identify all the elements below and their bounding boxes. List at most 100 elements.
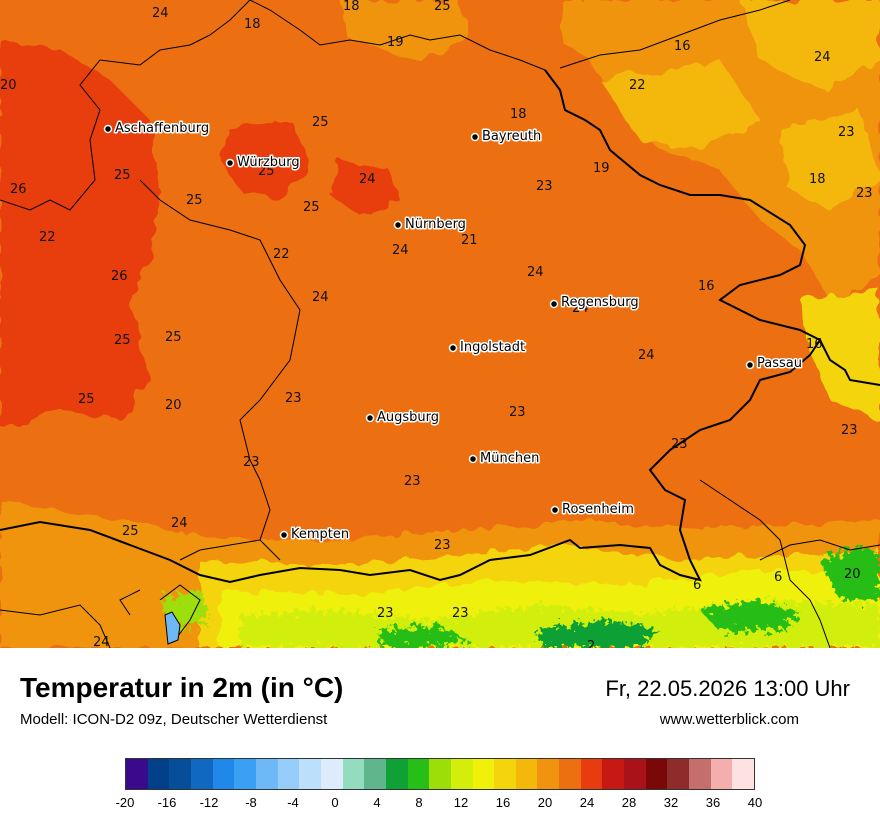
legend-swatch xyxy=(299,759,321,789)
city-marker-ingolstadt[interactable]: Ingolstadt xyxy=(448,339,527,357)
legend-swatch xyxy=(689,759,711,789)
temp-label: 16 xyxy=(698,279,715,294)
map-title: Temperatur in 2m (in °C) xyxy=(20,672,344,703)
legend-tick-label: 24 xyxy=(579,795,595,810)
legend-tick-label: 20 xyxy=(537,795,553,810)
legend-tick-label: -20 xyxy=(115,795,135,810)
temp-label: 23 xyxy=(536,179,553,194)
map-canvas: 24 18 18 25 19 16 24 20 22 18 23 25 25 1… xyxy=(0,0,880,648)
temp-field-26-center xyxy=(330,160,400,215)
color-legend xyxy=(125,758,755,790)
temp-label: 24 xyxy=(572,301,589,316)
temp-field-22-north xyxy=(340,0,470,60)
temp-label: 23 xyxy=(671,437,688,452)
temp-label: 20 xyxy=(165,398,182,413)
city-label: Würzburg xyxy=(237,155,300,170)
temp-field-20-ne-east xyxy=(780,110,880,210)
temp-label: 23 xyxy=(434,538,451,553)
legend-tick-label: 28 xyxy=(621,795,637,810)
temp-label: 20 xyxy=(0,78,17,93)
temp-label: 6 xyxy=(774,570,782,585)
temp-label: 16 xyxy=(674,39,691,54)
legend-swatch xyxy=(147,759,170,789)
city-dot xyxy=(549,299,559,309)
legend-swatch xyxy=(645,759,668,789)
color-legend-ticks: -20 -16 -12 -8 -4 0 4 8 12 16 20 24 28 32 36 40 xyxy=(116,795,763,815)
temp-label: 25 xyxy=(114,333,131,348)
city-marker-kempten[interactable]: Kempten xyxy=(279,526,351,544)
city-dot xyxy=(103,124,113,134)
legend-swatch xyxy=(385,759,408,789)
city-marker-passau[interactable]: Passau xyxy=(745,355,803,373)
temp-label: 25 xyxy=(78,392,95,407)
temp-field-20-ne xyxy=(600,60,760,150)
temperature-map: 24 18 18 25 19 16 24 20 22 18 23 25 25 1… xyxy=(0,0,880,648)
legend-swatch xyxy=(255,759,278,789)
temp-label: 19 xyxy=(593,161,610,176)
city-label: Kempten xyxy=(291,527,349,542)
legend-swatch xyxy=(602,759,625,789)
temp-label: 26 xyxy=(111,269,128,284)
temp-label: 23 xyxy=(841,423,858,438)
legend-swatch xyxy=(710,759,733,789)
legend-tick-label: 32 xyxy=(663,795,679,810)
city-marker-wuerzburg[interactable]: Würzburg xyxy=(225,154,301,172)
city-marker-muenchen[interactable]: München xyxy=(468,450,541,468)
legend-tick-label: 8 xyxy=(415,795,423,810)
legend-swatch xyxy=(732,759,755,789)
legend-swatch xyxy=(407,759,430,789)
legend-swatch xyxy=(667,759,690,789)
city-dot xyxy=(448,343,458,353)
city-label: Passau xyxy=(757,356,802,371)
legend-swatch xyxy=(169,759,191,789)
city-marker-bayreuth[interactable]: Bayreuth xyxy=(470,128,543,146)
legend-swatch xyxy=(342,759,365,789)
legend-swatch xyxy=(624,759,646,789)
forecast-datetime: Fr, 22.05.2026 13:00 Uhr xyxy=(605,676,850,701)
legend-tick-label: 0 xyxy=(331,795,339,810)
temp-label: 6 xyxy=(693,578,701,593)
temp-label: 20 xyxy=(844,567,861,582)
temp-label: 25 xyxy=(434,0,451,14)
temp-field-26-west xyxy=(0,40,160,430)
map-footer: Temperatur in 2m (in °C) Modell: ICON-D2… xyxy=(0,648,880,830)
temp-label: 23 xyxy=(243,455,260,470)
legend-tick-label: 36 xyxy=(705,795,721,810)
temp-field-10-peak-4 xyxy=(820,545,880,600)
legend-tick-label: -12 xyxy=(199,795,219,810)
temperature-labels: 24 18 18 25 19 16 24 20 22 18 23 25 25 1… xyxy=(0,0,873,648)
city-marker-nuernberg[interactable]: Nürnberg xyxy=(393,216,467,234)
legend-swatch xyxy=(494,759,516,789)
temp-label: 18 xyxy=(343,0,360,14)
legend-swatch xyxy=(472,759,495,789)
city-dot xyxy=(279,530,289,540)
legend-swatch xyxy=(234,759,256,789)
temp-label: 26 xyxy=(10,182,27,197)
temp-label: 18 xyxy=(244,17,261,32)
temp-field-8-peak-2 xyxy=(540,620,660,648)
temp-label: 23 xyxy=(452,606,469,621)
city-dot xyxy=(550,505,560,515)
city-marker-rosenheim[interactable]: Rosenheim xyxy=(550,501,635,519)
temp-field-10-peak-3 xyxy=(700,600,800,632)
city-marker-regensburg[interactable]: Regensburg xyxy=(549,294,640,312)
temp-label: 23 xyxy=(856,186,873,201)
legend-tick-label: -16 xyxy=(157,795,177,810)
temp-field-20-ne-top xyxy=(740,0,880,90)
city-label: Bayreuth xyxy=(482,129,541,144)
temp-label: 2 xyxy=(587,639,595,648)
borders xyxy=(0,0,880,648)
city-label: Aschaffenburg xyxy=(115,121,209,136)
city-marker-augsburg[interactable]: Augsburg xyxy=(365,409,441,427)
website-link[interactable]: www.wetterblick.com xyxy=(659,711,799,728)
temp-label: 25 xyxy=(114,168,131,183)
temp-field-18-se xyxy=(800,290,880,420)
legend-tick-label: -8 xyxy=(245,795,257,810)
temp-label: 24 xyxy=(171,516,188,531)
city-label: Augsburg xyxy=(377,410,439,425)
temp-label: 22 xyxy=(629,78,646,93)
city-label: München xyxy=(480,451,539,466)
temp-label: 24 xyxy=(359,172,376,187)
city-marker-aschaffenburg[interactable]: Aschaffenburg xyxy=(103,120,211,138)
temp-label: 23 xyxy=(838,125,855,140)
